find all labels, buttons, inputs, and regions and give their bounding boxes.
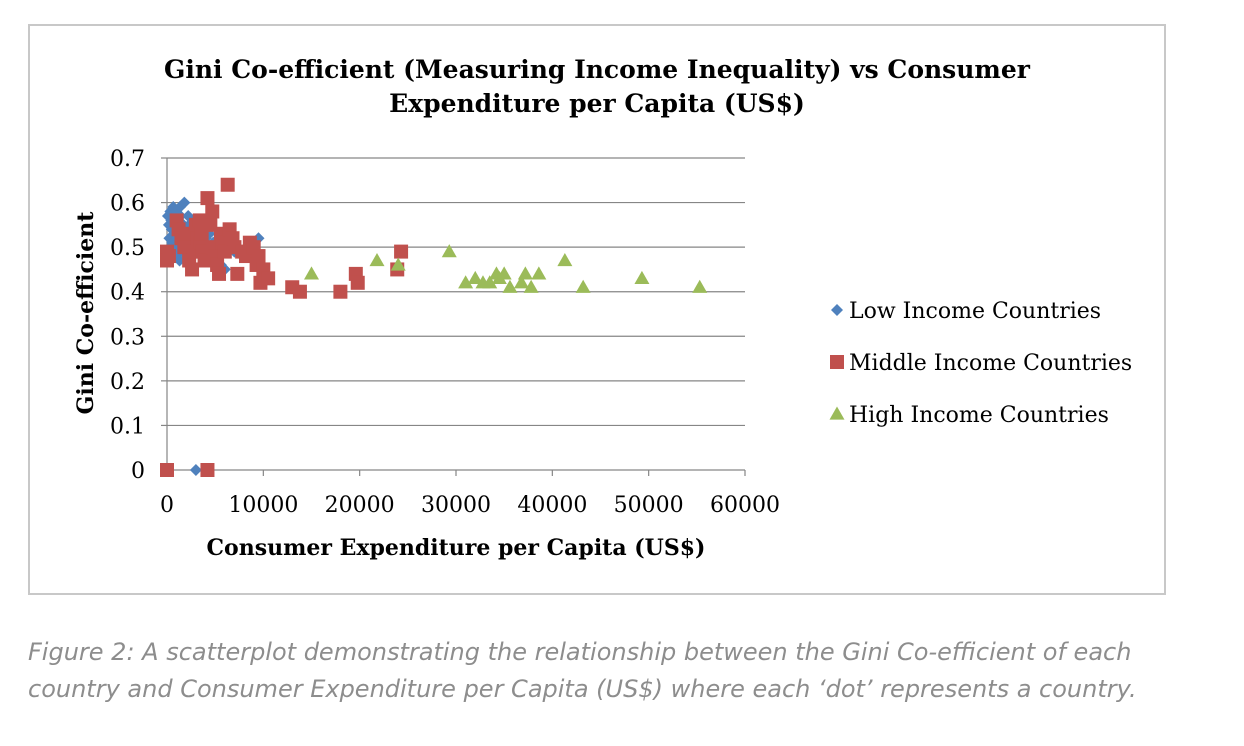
data-point-square [205, 204, 220, 219]
series-triangle [304, 244, 708, 293]
data-point-triangle [467, 270, 483, 284]
data-point-square [203, 217, 218, 232]
data-point-square [261, 271, 276, 286]
y-tick-label: 0.6 [110, 192, 145, 217]
data-point-square [230, 266, 245, 281]
legend-item-middle-income: Middle Income Countries [830, 351, 1132, 376]
data-point-triangle [458, 275, 474, 289]
data-point-triangle [557, 253, 573, 267]
chart-title-line-2: Expenditure per Capita (US$) [389, 89, 805, 118]
axes [161, 157, 746, 476]
data-point-square [394, 244, 409, 259]
y-tick-label: 0 [131, 459, 145, 484]
chart-title-line-1: Gini Co-efficient (Measuring Income Ineq… [164, 55, 1031, 84]
x-tick-labels: 0 10000 20000 30000 40000 50000 60000 [160, 493, 780, 518]
data-point-triangle [692, 279, 708, 293]
x-tick-label: 60000 [710, 493, 780, 518]
data-point-square [333, 284, 348, 299]
data-point-triangle [482, 275, 498, 289]
legend-marker-triangle [829, 406, 845, 420]
figure-caption: Figure 2: A scatterplot demonstrating th… [28, 634, 1208, 708]
y-tick-label: 0.2 [110, 370, 145, 395]
x-tick-label: 10000 [228, 493, 298, 518]
data-point-triangle [369, 253, 385, 267]
x-tick-label: 30000 [421, 493, 491, 518]
data-point-square [251, 249, 266, 264]
legend-label-high-income: High Income Countries [849, 403, 1109, 428]
data-point-triangle [502, 279, 518, 293]
data-point-square [200, 463, 215, 477]
data-point-triangle [531, 266, 547, 280]
data-point-square [220, 177, 235, 192]
data-point-square [160, 463, 174, 477]
data-point-square [185, 262, 200, 277]
data-point-square [161, 249, 176, 264]
y-tick-label: 0.3 [110, 325, 145, 350]
x-tick-label: 20000 [325, 493, 395, 518]
data-point-triangle [634, 270, 650, 284]
y-tick-label: 0.1 [110, 414, 145, 439]
legend-label-middle-income: Middle Income Countries [849, 351, 1132, 376]
legend: Low Income Countries Middle Income Count… [829, 299, 1132, 428]
y-tick-label: 0.4 [110, 281, 145, 306]
data-point-diamond [189, 464, 202, 476]
legend-marker-diamond [831, 304, 843, 316]
data-point-triangle [304, 266, 319, 280]
y-tick-labels: 0 0.1 0.2 0.3 0.4 0.5 0.6 0.7 [110, 147, 145, 484]
series-square [160, 177, 409, 477]
chart-title: Gini Co-efficient (Measuring Income Ineq… [164, 55, 1031, 118]
x-tick-label: 0 [160, 493, 174, 518]
x-axis-title: Consumer Expenditure per Capita (US$) [207, 535, 706, 561]
data-point-triangle [575, 279, 591, 293]
y-tick-label: 0.5 [110, 236, 145, 261]
data-point-triangle [523, 279, 539, 293]
data-point-square [212, 266, 227, 281]
data-point-triangle [496, 266, 512, 280]
legend-marker-square [830, 355, 844, 369]
x-tick-label: 40000 [517, 493, 587, 518]
x-tick-label: 50000 [614, 493, 684, 518]
data-point-diamond [178, 196, 191, 209]
data-point-square [292, 284, 307, 299]
data-point-triangle [390, 257, 406, 271]
data-point-triangle [517, 266, 533, 280]
caption-line-1: Figure 2: A scatterplot demonstrating th… [28, 638, 1132, 666]
data-point-triangle [441, 244, 457, 258]
data-point-triangle [514, 275, 530, 289]
legend-label-low-income: Low Income Countries [849, 299, 1101, 324]
gridlines [167, 157, 745, 427]
legend-item-high-income: High Income Countries [829, 403, 1109, 428]
data-point-square [350, 275, 365, 290]
data-point-square [200, 191, 215, 206]
y-axis-title: Gini Co-efficient [73, 211, 99, 415]
chart-frame [28, 24, 1166, 595]
data-point-square [192, 213, 207, 228]
data-point-square [197, 253, 212, 268]
y-tick-label: 0.7 [110, 147, 145, 172]
data-points [160, 177, 708, 477]
caption-line-2: country and Consumer Expenditure per Cap… [28, 675, 1137, 703]
legend-item-low-income: Low Income Countries [831, 299, 1101, 324]
